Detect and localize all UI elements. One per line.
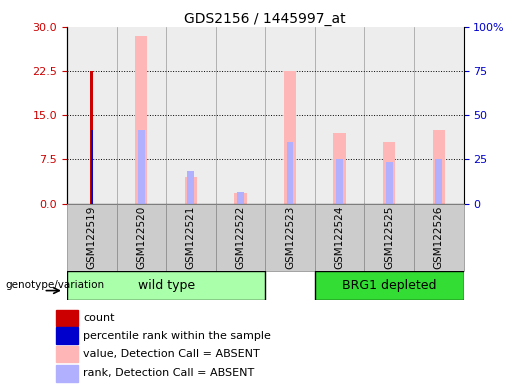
Bar	[365, 204, 414, 271]
Bar	[216, 204, 265, 271]
Bar	[435, 159, 442, 204]
Bar	[187, 171, 194, 204]
Bar	[237, 192, 244, 204]
Text: GSM122521: GSM122521	[186, 205, 196, 269]
Bar	[336, 159, 343, 204]
Bar	[56, 327, 78, 344]
Text: value, Detection Call = ABSENT: value, Detection Call = ABSENT	[83, 349, 260, 359]
Bar	[265, 27, 315, 204]
Bar	[135, 36, 147, 204]
Bar	[216, 27, 265, 204]
Bar	[56, 346, 78, 362]
Bar	[265, 204, 315, 271]
Title: GDS2156 / 1445997_at: GDS2156 / 1445997_at	[184, 12, 346, 26]
Text: GSM122523: GSM122523	[285, 205, 295, 269]
Text: count: count	[83, 313, 115, 323]
Text: wild type: wild type	[138, 279, 195, 291]
Bar	[333, 133, 346, 204]
Bar	[56, 310, 78, 326]
Bar	[365, 27, 414, 204]
Bar	[383, 142, 396, 204]
Bar	[414, 27, 464, 204]
Bar	[315, 271, 464, 300]
Text: rank, Detection Call = ABSENT: rank, Detection Call = ABSENT	[83, 368, 254, 378]
Text: GSM122526: GSM122526	[434, 205, 444, 269]
Bar	[67, 204, 116, 271]
Bar	[315, 27, 365, 204]
Text: GSM122522: GSM122522	[235, 205, 246, 269]
Text: GSM122520: GSM122520	[136, 205, 146, 269]
Bar	[234, 193, 247, 204]
Bar	[90, 71, 93, 204]
Bar	[138, 130, 145, 204]
Bar	[116, 204, 166, 271]
Text: GSM122524: GSM122524	[335, 205, 345, 269]
Bar	[67, 271, 265, 300]
Text: GSM122519: GSM122519	[87, 205, 97, 269]
Bar	[284, 71, 296, 204]
Bar	[67, 27, 116, 204]
Bar	[433, 130, 445, 204]
Bar	[116, 27, 166, 204]
Bar	[315, 204, 365, 271]
Bar	[386, 162, 392, 204]
Bar	[56, 365, 78, 382]
Bar	[287, 142, 294, 204]
Text: percentile rank within the sample: percentile rank within the sample	[83, 331, 271, 341]
Text: GSM122525: GSM122525	[384, 205, 394, 269]
Bar	[185, 177, 197, 204]
Bar	[166, 27, 216, 204]
Bar	[91, 130, 93, 204]
Text: genotype/variation: genotype/variation	[5, 280, 104, 290]
Bar	[414, 204, 464, 271]
Text: BRG1 depleted: BRG1 depleted	[342, 279, 436, 291]
Bar	[166, 204, 216, 271]
